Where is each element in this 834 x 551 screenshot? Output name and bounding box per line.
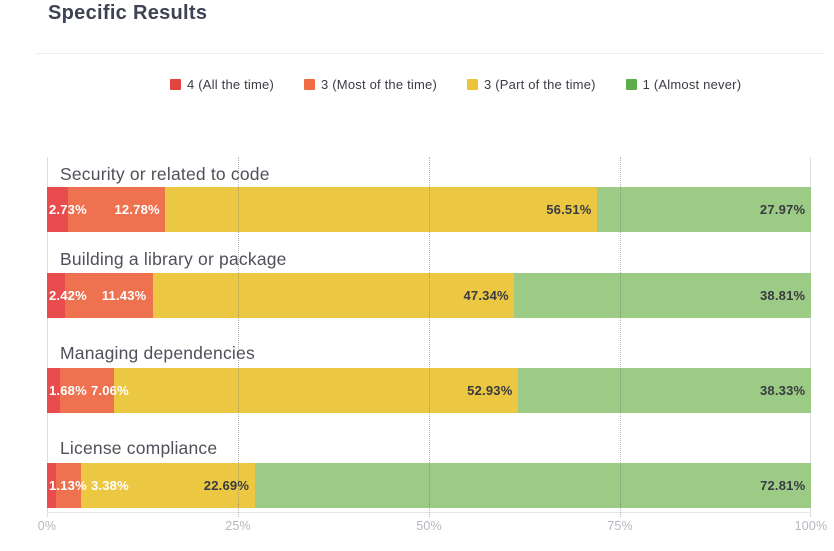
gridline-50 [429,157,430,517]
legend-marker-icon [625,79,637,90]
value-label: 38.81% [760,288,806,303]
value-label: 2.42% [49,288,87,303]
legend-marker-icon [467,79,478,90]
card-top-border [36,53,824,54]
value-label: 1.68% [49,383,87,398]
gridline-75 [620,157,621,517]
x-tick: 100% [794,519,828,533]
bar-row [47,273,811,318]
category-label: Security or related to code [60,164,270,184]
x-tick: 75% [607,519,633,533]
value-label: 27.97% [759,202,806,217]
legend-marker-icon [170,79,181,90]
bar-segment[interactable] [81,463,255,508]
legend-marker-icon [304,79,316,90]
value-label: 11.43% [101,288,147,303]
value-label: 1.13% [49,478,87,493]
x-axis: 0% 25% 50% 75% 100% [38,519,827,535]
page-title: Specific Results [48,2,208,24]
x-tick: 0% [37,519,57,533]
bar-segment[interactable] [55,463,82,508]
value-label: 72.81% [760,478,806,493]
bar-segment[interactable] [254,463,812,508]
bar-segment[interactable] [597,187,811,232]
legend-item[interactable]: 3 (Most of the time) [304,77,437,92]
value-label: 22.69% [203,478,250,493]
legend-label: 4 (All the time) [187,77,275,92]
bar-row [47,187,811,232]
bar-segment[interactable] [65,273,153,318]
value-label: 47.34% [463,288,509,303]
bar-segment[interactable] [47,273,66,318]
legend-item[interactable]: 3 (Part of the time) [467,77,596,92]
bar-segment[interactable] [47,368,60,413]
legend-item[interactable]: 1 (Almost never) [625,77,742,92]
bar-segment[interactable] [59,368,114,413]
bar-segment[interactable] [152,273,515,318]
category-label: License compliance [60,438,218,458]
value-label: 56.51% [546,202,592,217]
value-label: 38.33% [760,383,806,398]
legend-label: 3 (Part of the time) [484,77,596,92]
value-label: 12.78% [114,202,160,217]
category-label: Managing dependencies [60,343,255,363]
bar-segment[interactable] [47,187,68,232]
legend-label: 3 (Most of the time) [321,77,437,92]
legend-label: 1 (Almost never) [642,77,742,92]
value-label: 52.93% [467,383,513,398]
bar-row [47,463,812,508]
chart-legend: 4 (All the time) 3 (Most of the time) 3 … [170,77,741,92]
category-label: Building a library or package [60,249,287,269]
gridline-25 [238,157,239,517]
x-tick: 50% [416,519,442,533]
value-label: 2.73% [49,202,87,217]
x-tick: 25% [225,519,251,533]
bar-row [47,368,811,413]
value-label: 7.06% [91,383,129,398]
bar-segment[interactable] [67,187,166,232]
right-edge-line [810,157,811,517]
bar-segment[interactable] [47,463,56,508]
y-axis-line [47,157,48,517]
legend-item[interactable]: 4 (All the time) [170,77,274,92]
bar-segment[interactable] [113,368,519,413]
bar-segment[interactable] [514,273,811,318]
plot-area: Security or related to code 2.73% 12.78% 56… [47,157,812,517]
bar-segment[interactable] [165,187,598,232]
value-label: 3.38% [91,478,129,493]
bar-segment[interactable] [518,368,811,413]
